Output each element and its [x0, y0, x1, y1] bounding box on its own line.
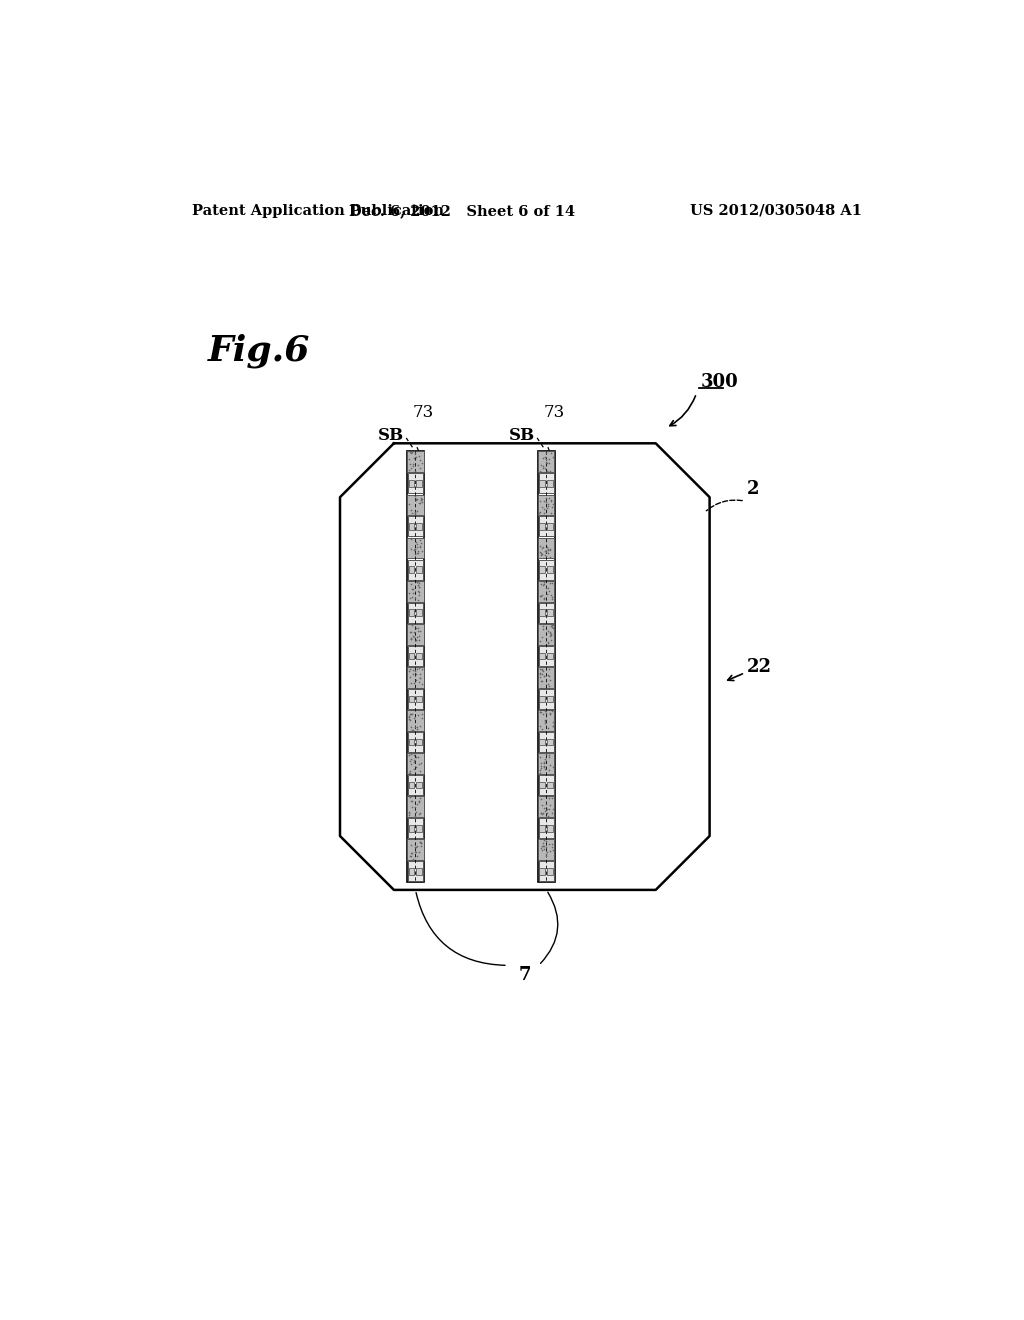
Bar — [548, 781, 553, 788]
Text: 300: 300 — [700, 372, 738, 391]
Bar — [539, 667, 554, 688]
Bar — [540, 523, 546, 529]
Bar — [408, 581, 424, 602]
Bar — [539, 451, 554, 473]
Bar — [540, 739, 546, 746]
Bar — [539, 840, 554, 861]
Bar — [548, 566, 553, 573]
Bar — [539, 862, 554, 882]
Bar — [409, 869, 415, 875]
Bar — [408, 796, 424, 817]
Bar — [548, 739, 553, 746]
Bar — [409, 739, 415, 746]
Bar — [408, 474, 423, 494]
Bar — [538, 451, 555, 882]
Bar — [540, 825, 546, 832]
Bar — [409, 652, 415, 659]
Bar — [417, 610, 422, 616]
Bar — [409, 781, 415, 788]
Bar — [548, 523, 553, 529]
Bar — [539, 516, 554, 536]
Bar — [539, 818, 554, 838]
Bar — [409, 825, 415, 832]
Bar — [539, 495, 554, 515]
Bar — [408, 710, 424, 731]
Text: 7: 7 — [518, 966, 531, 983]
Bar — [539, 603, 554, 623]
Bar — [408, 645, 423, 665]
Bar — [409, 696, 415, 702]
Bar — [409, 566, 415, 573]
Bar — [417, 781, 422, 788]
Bar — [548, 652, 553, 659]
Bar — [417, 696, 422, 702]
Bar — [408, 516, 423, 536]
Bar — [408, 560, 423, 579]
Bar — [540, 869, 546, 875]
Bar — [548, 869, 553, 875]
Bar — [540, 610, 546, 616]
Bar — [548, 696, 553, 702]
Bar — [408, 862, 423, 882]
Bar — [408, 451, 424, 473]
Bar — [548, 610, 553, 616]
Bar — [408, 754, 424, 774]
Text: Dec. 6, 2012   Sheet 6 of 14: Dec. 6, 2012 Sheet 6 of 14 — [348, 203, 574, 218]
Bar — [539, 581, 554, 602]
Text: 22: 22 — [746, 657, 771, 676]
Bar — [540, 480, 546, 487]
Bar — [540, 696, 546, 702]
Text: US 2012/0305048 A1: US 2012/0305048 A1 — [690, 203, 862, 218]
Bar — [408, 624, 424, 644]
Bar — [417, 739, 422, 746]
Bar — [409, 610, 415, 616]
Text: Patent Application Publication: Patent Application Publication — [193, 203, 444, 218]
Bar — [539, 754, 554, 774]
Bar — [417, 869, 422, 875]
Bar — [408, 840, 424, 861]
Bar — [540, 781, 546, 788]
Bar — [408, 775, 423, 795]
Bar — [417, 652, 422, 659]
Text: 73: 73 — [413, 404, 434, 421]
Text: SB: SB — [378, 428, 403, 444]
Bar — [540, 652, 546, 659]
Bar — [539, 474, 554, 494]
Bar — [409, 480, 415, 487]
Bar — [409, 523, 415, 529]
Bar — [539, 624, 554, 644]
Bar — [539, 733, 554, 752]
Bar — [408, 537, 424, 558]
Text: Fig.6: Fig.6 — [208, 334, 310, 368]
Text: SB: SB — [509, 428, 535, 444]
Bar — [540, 566, 546, 573]
Bar — [539, 560, 554, 579]
Bar — [408, 818, 423, 838]
Bar — [408, 733, 423, 752]
Text: 73: 73 — [544, 404, 564, 421]
Bar — [539, 645, 554, 665]
Bar — [417, 825, 422, 832]
Bar — [548, 480, 553, 487]
Bar — [417, 523, 422, 529]
Bar — [539, 775, 554, 795]
Bar — [539, 689, 554, 709]
Bar — [539, 796, 554, 817]
Bar — [539, 710, 554, 731]
Bar — [408, 667, 424, 688]
Bar — [417, 480, 422, 487]
Bar — [408, 603, 423, 623]
Bar — [548, 825, 553, 832]
Bar — [539, 537, 554, 558]
Bar — [408, 495, 424, 515]
Bar — [408, 689, 423, 709]
Text: 2: 2 — [746, 480, 759, 499]
Bar — [407, 451, 424, 882]
Bar — [417, 566, 422, 573]
